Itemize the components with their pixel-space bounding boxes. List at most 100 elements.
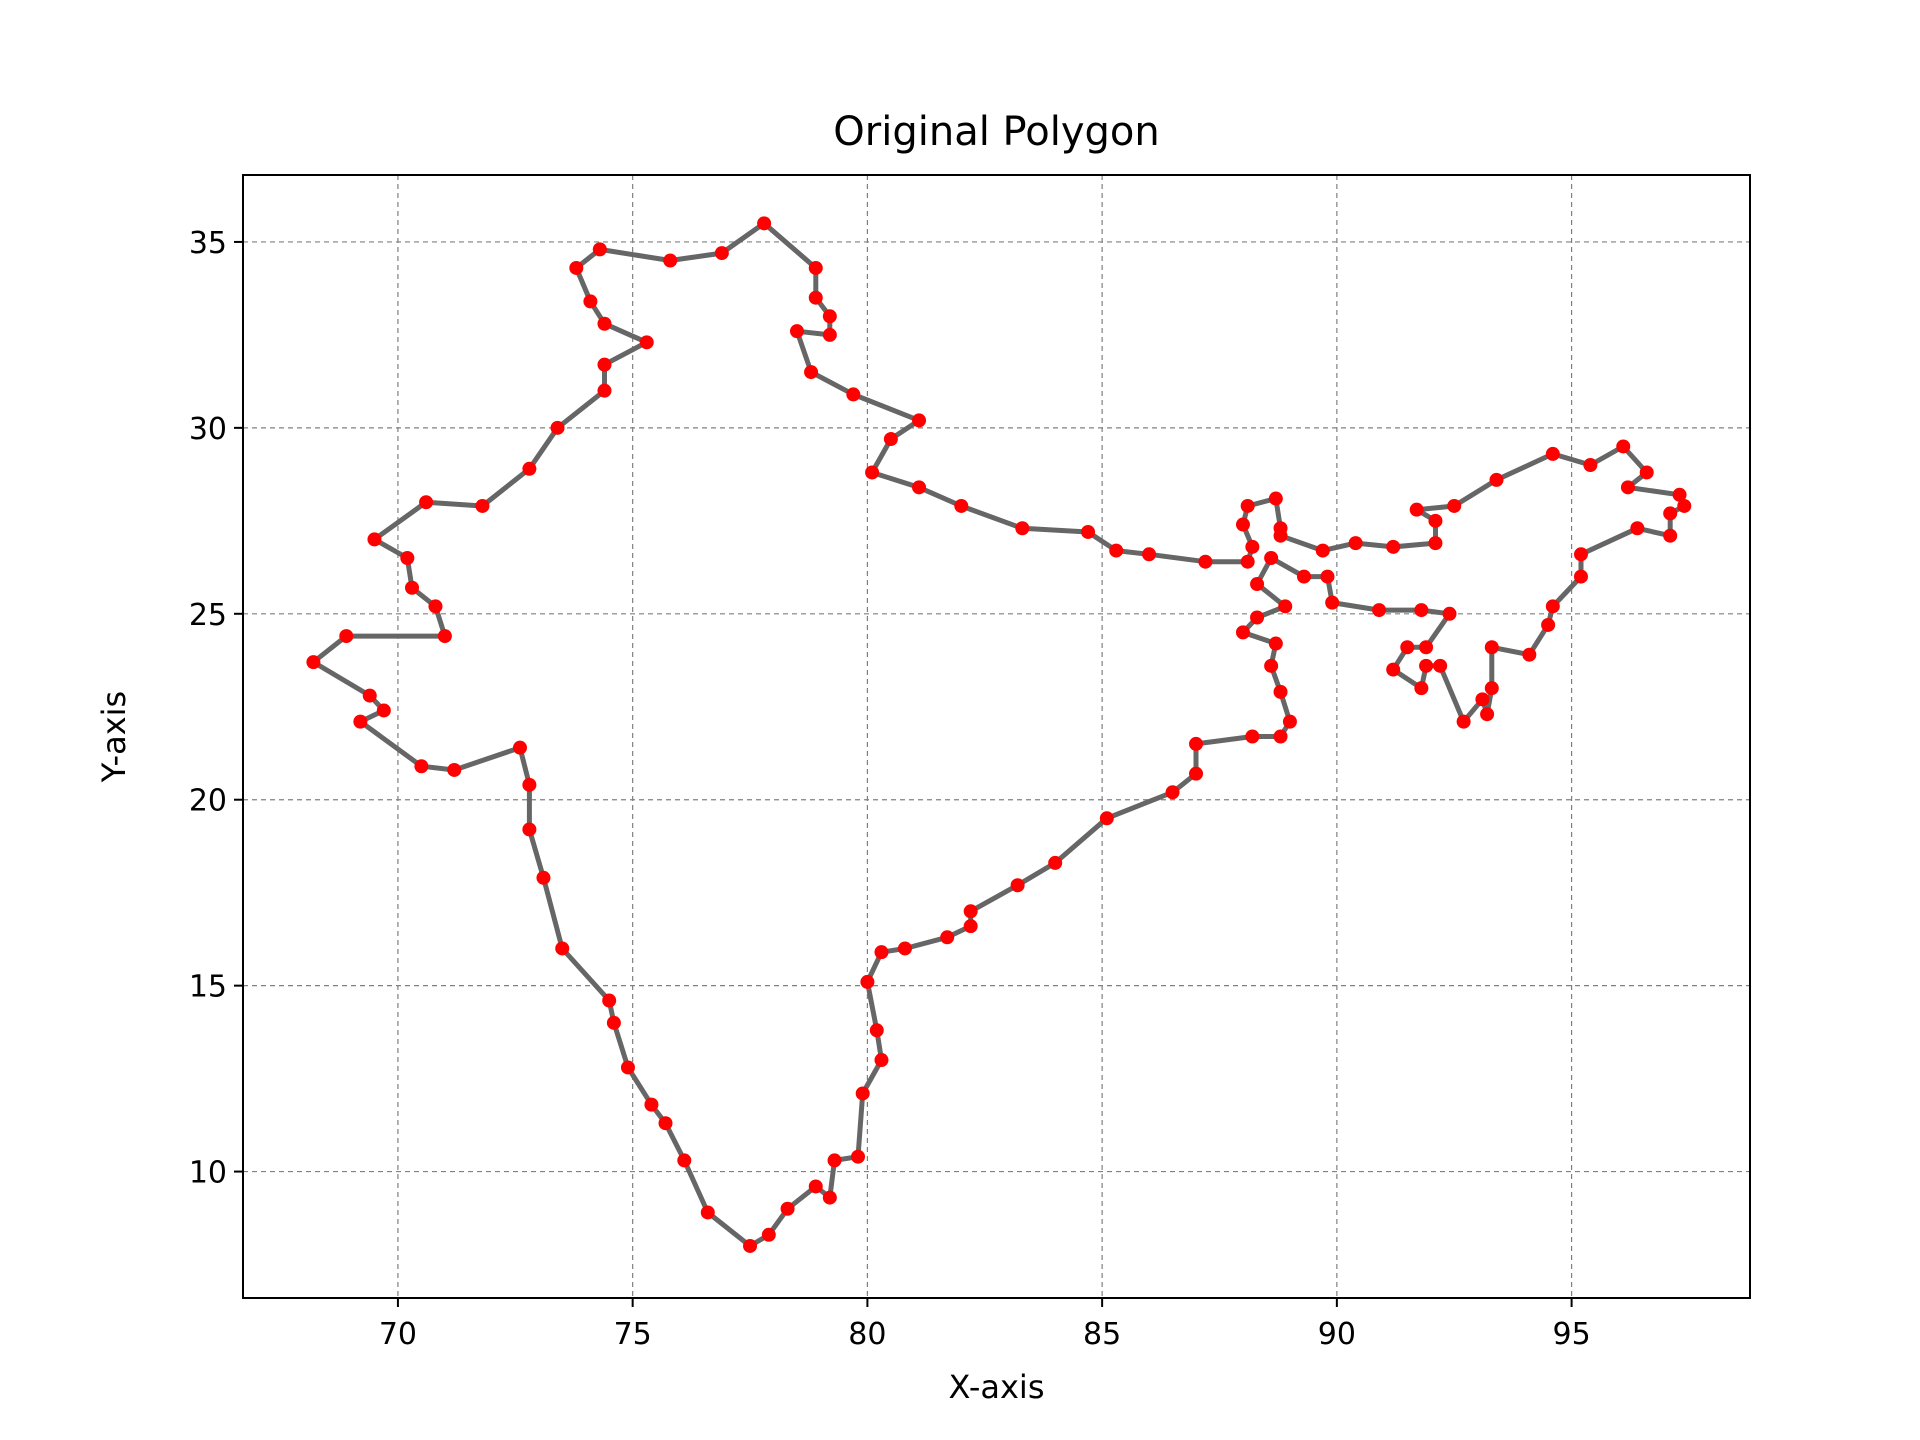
chart-title: Original Polygon: [833, 109, 1159, 155]
vertex-point: [822, 309, 837, 324]
vertex-point: [700, 1205, 715, 1220]
vertex-point: [536, 870, 551, 885]
x-axis-label: X-axis: [949, 1368, 1045, 1406]
vertex-point: [780, 1201, 795, 1216]
vertex-point: [1245, 729, 1260, 744]
vertex-point: [855, 1086, 870, 1101]
vertex-point: [808, 290, 823, 305]
vertex-point: [869, 1023, 884, 1038]
x-tick-label: 85: [1083, 1317, 1121, 1352]
vertex-point: [1264, 658, 1279, 673]
vertex-point: [1240, 498, 1255, 513]
vertex-point: [522, 461, 537, 476]
vertex-point: [639, 335, 654, 350]
vertex-point: [808, 260, 823, 275]
vertex-point: [1663, 528, 1678, 543]
vertex-point: [550, 420, 565, 435]
y-tick-label: 15: [189, 970, 227, 1005]
vertex-point: [1522, 647, 1537, 662]
vertex-point: [1573, 569, 1588, 584]
vertex-point: [954, 498, 969, 513]
vertex-point: [555, 941, 570, 956]
polygon-series: [306, 216, 1692, 1253]
vertex-point: [1400, 640, 1415, 655]
vertex-point: [569, 260, 584, 275]
polygon-outline: [310, 220, 1687, 1249]
vertex-point: [339, 629, 354, 644]
vertex-point: [822, 1190, 837, 1205]
vertex-point: [1010, 878, 1025, 893]
x-tick-label: 90: [1318, 1317, 1356, 1352]
grid: [243, 175, 1750, 1298]
vertex-point: [405, 580, 420, 595]
vertex-point: [353, 714, 368, 729]
vertex-point: [1250, 610, 1265, 625]
vertex-point: [1428, 513, 1443, 528]
vertex-point: [808, 1179, 823, 1194]
vertex-point: [1109, 543, 1124, 558]
vertex-point: [874, 945, 889, 960]
vertex-point: [414, 759, 429, 774]
vertex-point: [1015, 521, 1030, 536]
vertex-point: [912, 480, 927, 495]
vertex-point: [1409, 502, 1424, 517]
vertex-point: [419, 495, 434, 510]
vertex-point: [1414, 681, 1429, 696]
vertex-point: [874, 1053, 889, 1068]
vertex-point: [1447, 498, 1462, 513]
vertex-point: [1348, 536, 1363, 551]
vertex-point: [1442, 606, 1457, 621]
vertex-point: [1315, 543, 1330, 558]
vertex-point: [1189, 736, 1204, 751]
vertex-point: [606, 1015, 621, 1030]
vertex-point: [827, 1153, 842, 1168]
vertex-point: [1325, 595, 1340, 610]
vertex-point: [1480, 707, 1495, 722]
vertex-point: [362, 688, 377, 703]
vertex-point: [1099, 811, 1114, 826]
y-tick-label: 10: [189, 1156, 227, 1191]
vertex-point: [658, 1116, 673, 1131]
vertex-point: [940, 930, 955, 945]
vertex-point: [789, 324, 804, 339]
vertex-point: [677, 1153, 692, 1168]
vertex-point: [1268, 491, 1283, 506]
vertex-point: [376, 703, 391, 718]
vertex-point: [1573, 547, 1588, 562]
vertex-point: [1198, 554, 1213, 569]
vertex-point: [1372, 603, 1387, 618]
vertex-point: [1484, 681, 1499, 696]
vertex-point: [1630, 521, 1645, 536]
vertex-point: [912, 413, 927, 428]
vertex-point: [761, 1227, 776, 1242]
vertex-point: [883, 432, 898, 447]
vertex-point: [1677, 498, 1692, 513]
y-tick-label: 35: [189, 226, 227, 261]
vertex-point: [512, 740, 527, 755]
vertex-point: [597, 316, 612, 331]
vertex-point: [1616, 439, 1631, 454]
vertex-point: [1433, 658, 1448, 673]
vertex-point: [865, 465, 880, 480]
vertex-point: [1273, 729, 1288, 744]
y-axis-label: Y-axis: [95, 691, 133, 783]
vertex-point: [1273, 528, 1288, 543]
vertex-point: [1081, 524, 1096, 539]
vertex-point: [1235, 625, 1250, 640]
vertex-point: [306, 655, 321, 670]
x-tick-label: 95: [1553, 1317, 1591, 1352]
vertex-point: [602, 993, 617, 1008]
vertex-point: [1189, 766, 1204, 781]
vertex-point: [822, 327, 837, 342]
vertex-point: [1672, 487, 1687, 502]
vertex-point: [757, 216, 772, 231]
vertex-point: [1419, 658, 1434, 673]
vertex-point: [400, 551, 415, 566]
vertex-point: [860, 974, 875, 989]
vertex-point: [592, 242, 607, 257]
vertex-point: [1235, 517, 1250, 532]
vertex-point: [1428, 536, 1443, 551]
y-tick-label: 30: [189, 412, 227, 447]
vertex-point: [1419, 640, 1434, 655]
